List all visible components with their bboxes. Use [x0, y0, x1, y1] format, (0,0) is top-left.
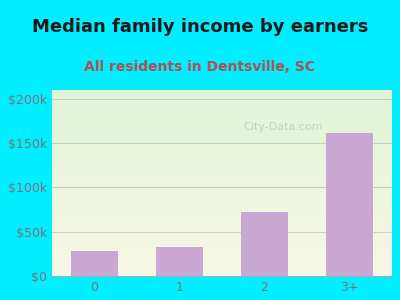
- Text: Median family income by earners: Median family income by earners: [32, 18, 368, 36]
- Bar: [241, 212, 288, 276]
- Bar: [71, 251, 118, 276]
- Text: All residents in Dentsville, SC: All residents in Dentsville, SC: [84, 60, 316, 74]
- Bar: [326, 133, 373, 276]
- Text: City-Data.com: City-Data.com: [243, 122, 323, 132]
- Bar: [156, 247, 203, 276]
